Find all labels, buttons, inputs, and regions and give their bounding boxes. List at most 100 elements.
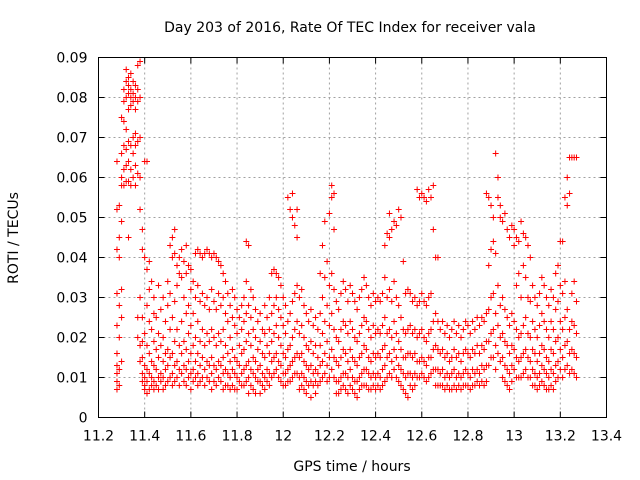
data-point — [171, 226, 178, 233]
data-point — [194, 246, 201, 253]
data-point — [118, 114, 125, 121]
data-point — [492, 310, 499, 317]
x-axis-ticks: 11.2 11.4 11.6 11.8 12 12.2 12.4 12.6 12.8 13 13.2… — [83, 57, 622, 445]
data-point — [499, 374, 506, 381]
data-point — [298, 286, 305, 293]
data-point — [303, 342, 310, 349]
data-point — [113, 350, 120, 357]
data-point — [319, 330, 326, 337]
data-point — [552, 378, 559, 385]
data-point — [134, 98, 141, 105]
data-point — [294, 282, 301, 289]
data-point — [234, 358, 241, 365]
data-point — [347, 382, 354, 389]
data-point — [150, 338, 157, 345]
data-point — [508, 342, 515, 349]
data-point — [296, 330, 303, 337]
x-tick-label: 11.6 — [175, 429, 206, 445]
data-point — [243, 338, 250, 345]
data-point — [333, 334, 340, 341]
data-point — [414, 302, 421, 309]
data-point — [134, 170, 141, 177]
data-point — [123, 162, 130, 169]
data-point — [518, 218, 525, 225]
data-point — [527, 358, 534, 365]
data-point — [116, 334, 123, 341]
data-point — [494, 350, 501, 357]
data-point — [515, 334, 522, 341]
data-point — [275, 334, 282, 341]
data-point — [277, 282, 284, 289]
data-point — [354, 306, 361, 313]
data-point — [478, 314, 485, 321]
data-point — [552, 362, 559, 369]
x-tick-label: 12.8 — [452, 429, 483, 445]
data-point — [259, 350, 266, 357]
data-point — [541, 366, 548, 373]
data-point — [370, 290, 377, 297]
data-point — [187, 370, 194, 377]
data-point — [227, 334, 234, 341]
data-point — [566, 326, 573, 333]
data-point — [414, 334, 421, 341]
data-point — [550, 386, 557, 393]
y-tick-label: 0.07 — [56, 131, 87, 147]
data-point — [561, 314, 568, 321]
data-point — [497, 202, 504, 209]
data-point — [524, 242, 531, 249]
data-point — [215, 258, 222, 265]
data-point — [210, 362, 217, 369]
x-tick-label: 11.4 — [129, 429, 160, 445]
data-point — [354, 394, 361, 401]
data-point — [301, 334, 308, 341]
data-point — [194, 382, 201, 389]
data-point — [386, 326, 393, 333]
data-point — [568, 366, 575, 373]
data-point — [529, 318, 536, 325]
data-point — [167, 326, 174, 333]
data-point — [113, 386, 120, 393]
data-point — [421, 358, 428, 365]
data-point — [243, 378, 250, 385]
data-point — [324, 362, 331, 369]
data-point — [245, 358, 252, 365]
data-point — [146, 370, 153, 377]
data-point — [340, 278, 347, 285]
data-point — [391, 366, 398, 373]
data-point — [137, 294, 144, 301]
data-point — [141, 374, 148, 381]
data-point — [497, 334, 504, 341]
data-point — [204, 246, 211, 253]
data-point — [229, 314, 236, 321]
data-point — [379, 346, 386, 353]
data-point — [381, 378, 388, 385]
data-point — [444, 382, 451, 389]
data-point — [492, 150, 499, 157]
data-point — [344, 390, 351, 397]
data-point — [125, 158, 132, 165]
data-point — [524, 330, 531, 337]
data-point — [134, 62, 141, 69]
data-point — [307, 394, 314, 401]
data-point — [501, 306, 508, 313]
data-point — [287, 206, 294, 213]
data-point — [268, 358, 275, 365]
data-point — [476, 322, 483, 329]
data-point — [164, 278, 171, 285]
data-point — [157, 306, 164, 313]
data-point — [418, 326, 425, 333]
data-point — [146, 318, 153, 325]
data-point — [266, 382, 273, 389]
data-point — [568, 290, 575, 297]
data-point — [520, 322, 527, 329]
data-point — [130, 78, 137, 85]
data-point — [268, 338, 275, 345]
data-point — [337, 326, 344, 333]
data-point — [331, 226, 338, 233]
data-point — [478, 342, 485, 349]
data-point — [552, 270, 559, 277]
data-point — [153, 314, 160, 321]
data-point — [192, 294, 199, 301]
data-point — [404, 286, 411, 293]
data-point — [494, 282, 501, 289]
